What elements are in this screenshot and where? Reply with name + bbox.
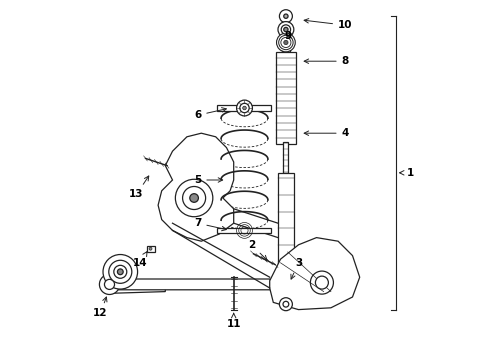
Text: 9: 9 <box>284 31 291 41</box>
Polygon shape <box>136 281 265 288</box>
Circle shape <box>175 179 212 217</box>
Circle shape <box>103 255 137 289</box>
Polygon shape <box>269 238 359 310</box>
Text: 6: 6 <box>194 108 226 120</box>
Circle shape <box>283 27 287 32</box>
Text: 10: 10 <box>304 19 352 30</box>
Circle shape <box>182 186 205 210</box>
Circle shape <box>276 33 295 52</box>
Text: 5: 5 <box>194 175 222 185</box>
Text: 14: 14 <box>133 252 147 268</box>
Circle shape <box>280 37 290 48</box>
Text: 1: 1 <box>399 168 413 178</box>
Circle shape <box>236 100 252 116</box>
FancyBboxPatch shape <box>275 52 295 144</box>
Circle shape <box>310 271 333 294</box>
FancyBboxPatch shape <box>282 44 289 52</box>
Circle shape <box>283 14 287 18</box>
Text: 4: 4 <box>304 128 348 138</box>
Text: 7: 7 <box>194 218 226 231</box>
Circle shape <box>189 194 198 202</box>
Circle shape <box>117 269 123 275</box>
FancyBboxPatch shape <box>146 246 154 252</box>
Circle shape <box>239 103 249 113</box>
Circle shape <box>277 22 293 37</box>
Circle shape <box>315 276 328 289</box>
Text: 2: 2 <box>247 240 266 260</box>
Circle shape <box>108 260 132 283</box>
Polygon shape <box>115 279 276 290</box>
FancyBboxPatch shape <box>283 142 288 173</box>
Circle shape <box>281 25 290 34</box>
Circle shape <box>283 301 288 307</box>
Circle shape <box>242 106 246 110</box>
Circle shape <box>279 10 292 23</box>
Text: 12: 12 <box>93 297 107 318</box>
Text: 3: 3 <box>290 258 302 279</box>
Text: 13: 13 <box>129 176 148 199</box>
Text: 8: 8 <box>304 56 348 66</box>
Text: 11: 11 <box>226 313 241 329</box>
Polygon shape <box>107 281 165 293</box>
FancyBboxPatch shape <box>217 105 271 111</box>
Circle shape <box>283 40 287 45</box>
Circle shape <box>114 265 126 278</box>
FancyBboxPatch shape <box>217 228 271 233</box>
Circle shape <box>278 35 292 50</box>
FancyBboxPatch shape <box>277 173 293 301</box>
Circle shape <box>279 298 292 311</box>
Circle shape <box>104 279 114 289</box>
Polygon shape <box>158 133 233 241</box>
Circle shape <box>99 274 120 294</box>
Circle shape <box>149 247 152 250</box>
